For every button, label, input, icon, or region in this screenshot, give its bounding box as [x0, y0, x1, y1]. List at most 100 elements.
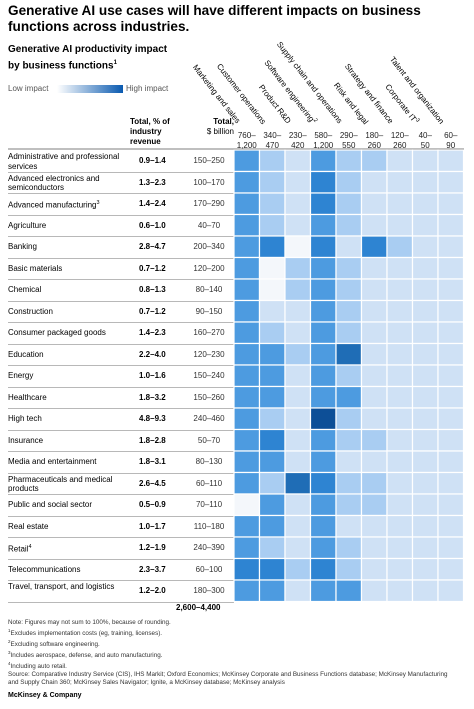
legend-high-label: High impact [126, 84, 169, 93]
heatmap-cell [360, 428, 388, 452]
heatmap-cell [233, 579, 261, 603]
industry-name: Public and social sector [8, 500, 130, 510]
industry-billion: 80–130 [195, 457, 223, 466]
heatmap-cell [233, 557, 261, 581]
industry-billion: 240–390 [193, 543, 225, 552]
industry-revenue-pct: 0.5–0.9 [139, 500, 166, 509]
heatmap-cell [258, 278, 286, 302]
industry-name-text: Insurance [8, 435, 44, 445]
industry-name-text: Agriculture [8, 220, 47, 230]
industry-billion: 110–180 [193, 521, 225, 531]
heatmap-cell [411, 471, 439, 495]
note-text: Including auto retail. [10, 663, 67, 671]
heatmap-cell [309, 514, 337, 538]
heatmap-cell [233, 213, 261, 237]
industry-name-text: Public and social sector [8, 500, 93, 509]
industry-billion: 170–290 [193, 199, 225, 208]
heatmap-cell [411, 170, 439, 194]
heatmap-cell [411, 256, 439, 280]
heatmap-cell [233, 299, 261, 323]
heatmap-cell [233, 514, 261, 538]
industry-name-text: Real estate [8, 521, 49, 531]
heatmap-cell [258, 170, 286, 194]
note-text: Excludes implementation costs (eg, train… [10, 630, 163, 638]
function-value-range-1: 340– 470 [263, 131, 282, 150]
heatmap-cell [284, 536, 312, 560]
heatmap-cell [309, 321, 337, 345]
heatmap-cell [335, 170, 363, 194]
heatmap-cell [335, 321, 363, 345]
note-text: and Supply Chain 360; McKinsey Sales Nav… [8, 679, 285, 687]
heatmap-cell [284, 213, 312, 237]
heatmap-cell [386, 342, 414, 366]
heatmap-cell [284, 278, 312, 302]
heatmap-cell [284, 192, 312, 216]
row-divider [8, 343, 234, 345]
note-mark: 2 [8, 639, 11, 645]
industry-billion: 50–70 [197, 435, 221, 445]
heatmap-cell [233, 364, 261, 388]
heatmap-cell [309, 235, 337, 259]
heatmap-cell [258, 428, 286, 452]
function-value-range-2: 230– 420 [288, 131, 307, 150]
heatmap-cell [411, 493, 439, 517]
heatmap-cell [360, 149, 388, 173]
heatmap-cell [411, 557, 439, 581]
function-value-range-5: 180– 260 [365, 131, 384, 150]
note-line: 1Excludes implementation costs (eg, trai… [8, 627, 464, 638]
footer-source-brand: McKinsey & Company [8, 692, 82, 699]
heatmap-cell [258, 149, 286, 173]
note-text: Includes aerospace, defense, and auto ma… [10, 652, 163, 660]
heatmap-cell [335, 278, 363, 302]
industry-billion: 90–150 [195, 306, 223, 316]
industry-name-text: Healthcare [8, 392, 47, 402]
heatmap-cell [335, 149, 363, 173]
heatmap-cell [233, 278, 261, 302]
industry-name-text: Consumer packaged goods [8, 328, 106, 337]
heatmap-cell [258, 557, 286, 581]
heatmap-cell [386, 536, 414, 560]
heatmap-cell [360, 536, 388, 560]
industry-billion: 160–270 [193, 328, 225, 337]
heatmap-cell [284, 256, 312, 280]
row-divider [8, 601, 234, 603]
heatmap-cell [411, 364, 439, 388]
heatmap-cell [437, 149, 465, 173]
header-total-billion: Total, $ billion [184, 117, 234, 137]
row-divider [8, 472, 234, 474]
note-text: Excluding software engineering. [10, 641, 100, 649]
heatmap-cell [360, 235, 388, 259]
heatmap-cell [258, 299, 286, 323]
heatmap-cell [335, 471, 363, 495]
heatmap-cell [360, 299, 388, 323]
note-line: Note: Figures may not sum to 100%, becau… [8, 619, 464, 627]
industry-billion: 240–460 [193, 414, 225, 423]
industry-revenue-pct: 1.4–2.4 [139, 199, 166, 208]
heatmap-cell [284, 235, 312, 259]
subtitle-note-mark: 1 [113, 59, 117, 66]
heatmap-cell [335, 213, 363, 237]
heatmap-cell [258, 407, 286, 431]
industry-name: Real estate [8, 522, 130, 532]
heatmap-cell [411, 278, 439, 302]
legend-gradient-bar [57, 85, 123, 93]
heatmap-cell [258, 213, 286, 237]
industry-name: Agriculture [8, 221, 130, 231]
industry-name: Advanced electronics and semiconductors [8, 174, 130, 193]
heatmap-cell [411, 235, 439, 259]
industry-billion: 80–140 [195, 285, 223, 294]
heatmap-cell [335, 256, 363, 280]
heatmap-cell [284, 321, 312, 345]
heatmap-cell [335, 514, 363, 538]
industry-name: Telecommunications [8, 565, 130, 575]
industry-name-text: Basic materials [8, 263, 63, 273]
heatmap-cell [437, 407, 465, 431]
heatmap-cell [437, 342, 465, 366]
heatmap-cell [437, 299, 465, 323]
heatmap-cell [309, 450, 337, 474]
heatmap-cell [284, 170, 312, 194]
industry-name: Travel, transport, and logistics [8, 582, 130, 592]
heatmap-cell [284, 579, 312, 603]
function-value-range-6: 120– 260 [390, 131, 409, 150]
heatmap-cell [386, 493, 414, 517]
